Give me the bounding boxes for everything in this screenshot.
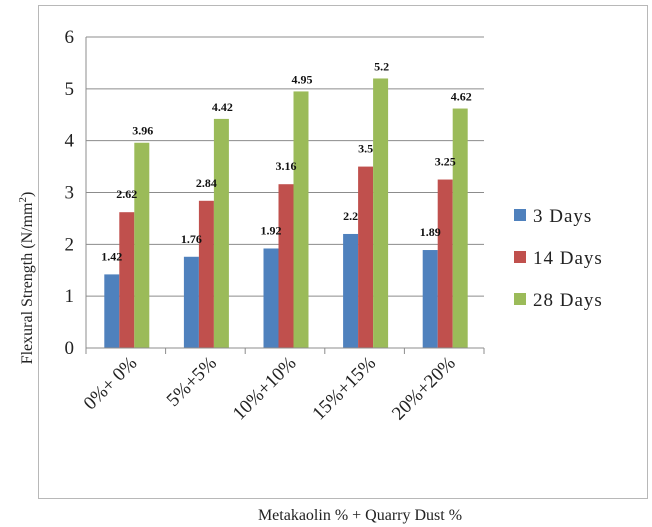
- data-label: 3.5: [358, 142, 373, 156]
- y-axis-title-superscript: 2: [17, 197, 29, 203]
- data-label: 2.84: [196, 176, 217, 190]
- bar-14-days: [198, 200, 214, 348]
- y-tick-label: 3: [65, 183, 75, 204]
- bar-3-days: [183, 256, 199, 348]
- data-label: 3.16: [276, 159, 297, 173]
- bar-14-days: [119, 212, 135, 348]
- x-category-label: 20%+20%: [388, 353, 460, 425]
- data-label: 3.96: [132, 124, 153, 138]
- y-axis-title-close: ): [19, 192, 36, 197]
- bar-14-days: [278, 184, 294, 348]
- y-tick-label: 6: [65, 27, 75, 48]
- data-label: 1.89: [420, 225, 441, 239]
- bar-3-days: [104, 274, 120, 348]
- data-label: 1.76: [181, 232, 202, 246]
- data-label: 2.2: [343, 209, 358, 223]
- data-labels: 1.42 1.76 1.92 2.2 1.89 2.62 2.84 3.16 3.5 3.25 3.…: [101, 59, 471, 263]
- data-label: 4.95: [292, 72, 313, 86]
- legend: 3 Days 14 Days 28 Days: [514, 206, 603, 311]
- legend-swatch: [514, 209, 526, 221]
- bars: [104, 78, 468, 349]
- y-axis-title: Flexural Strength (N/mm2): [17, 192, 36, 365]
- bar-28-days: [373, 78, 389, 348]
- legend-label: 14 Days: [533, 248, 603, 269]
- y-tick-label: 2: [65, 234, 75, 255]
- data-label: 4.62: [451, 90, 472, 104]
- gridlines: [86, 36, 484, 297]
- data-label: 1.92: [261, 223, 282, 237]
- bar-28-days: [293, 91, 309, 349]
- bar-28-days: [134, 142, 150, 348]
- data-label: 5.2: [374, 59, 389, 73]
- bar-28-days: [452, 108, 468, 348]
- x-category-label: 0%+ 0%: [80, 353, 142, 415]
- y-tick-label: 5: [65, 79, 75, 100]
- x-category-label: 15%+15%: [308, 353, 380, 425]
- bar-28-days: [213, 118, 229, 348]
- y-axis-title-main: Flexural Strength (N/mm: [19, 202, 36, 364]
- x-axis-title: Metakaolin % + Quarry Dust %: [258, 507, 462, 524]
- y-tick-label: 1: [65, 286, 75, 307]
- legend-label: 28 Days: [533, 290, 603, 311]
- legend-label: 3 Days: [533, 206, 592, 227]
- bar-14-days: [437, 179, 453, 348]
- legend-swatch: [514, 293, 526, 305]
- data-label: 4.42: [212, 100, 233, 114]
- bar-3-days: [263, 248, 279, 348]
- bar-14-days: [358, 166, 374, 348]
- data-label: 1.42: [101, 249, 122, 263]
- data-label: 3.25: [435, 155, 456, 169]
- bar-3-days: [422, 250, 438, 348]
- y-tick-label: 0: [65, 338, 75, 359]
- data-label: 2.62: [116, 187, 137, 201]
- bar-3-days: [343, 233, 359, 348]
- legend-swatch: [514, 251, 526, 263]
- y-tick-label: 4: [65, 131, 75, 152]
- x-category-label: 5%+5%: [163, 353, 221, 411]
- x-category-label: 10%+10%: [229, 353, 301, 425]
